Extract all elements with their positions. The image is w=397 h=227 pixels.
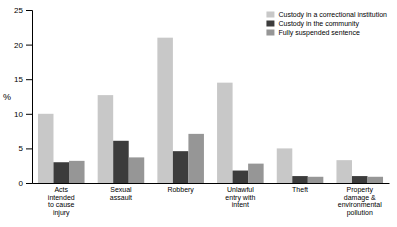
tick: 10 <box>14 110 32 119</box>
bar <box>336 160 352 183</box>
legend-swatch <box>266 30 274 36</box>
tick: Theft <box>292 186 308 193</box>
legend-item: Custody in the community <box>266 20 359 28</box>
axis-line <box>26 11 33 184</box>
bar <box>188 134 204 183</box>
plot: 0 5 10 15 20 25% Actsintendedto causeinjury Sex… <box>3 6 390 217</box>
tick-mark <box>26 10 32 11</box>
bar <box>129 157 145 183</box>
bar <box>173 151 189 183</box>
bars <box>38 38 383 183</box>
tick: 15 <box>14 75 32 84</box>
tick-label-line: Unlawful <box>227 186 254 193</box>
tick: 5 <box>19 144 32 153</box>
tick-label-line: Theft <box>292 186 308 193</box>
tick-mark <box>26 45 32 46</box>
legend: Custody in a correctional institutionCus… <box>266 11 387 37</box>
bar <box>98 95 114 183</box>
tick-label: 25 <box>14 6 23 15</box>
y-axis: 0 5 10 15 20 25 <box>14 6 32 188</box>
bar <box>277 148 293 183</box>
tick-label: Robbery <box>167 186 194 194</box>
tick-label-line: Sexual <box>110 186 132 193</box>
legend-item: Fully suspended sentence <box>266 29 359 37</box>
y-axis-label: % <box>3 92 11 102</box>
tick-label-line: intended <box>48 194 75 201</box>
bar <box>38 114 54 183</box>
bar <box>233 171 249 183</box>
tick: 25 <box>14 6 32 15</box>
tick-label-line: injury <box>53 209 70 217</box>
tick-label: 0 <box>19 179 24 188</box>
tick-label-line: to cause <box>48 201 75 208</box>
bar <box>113 141 129 183</box>
legend-item: Custody in a correctional institution <box>266 11 387 19</box>
tick-label: 5 <box>19 144 24 153</box>
bar <box>248 164 264 183</box>
legend-swatch <box>266 21 274 27</box>
legend-label: Custody in a correctional institution <box>278 11 387 19</box>
bar <box>308 177 324 183</box>
bar <box>69 161 85 183</box>
legend-swatch <box>266 12 274 18</box>
tick-label: Propertydamage &environmentalpollution <box>338 186 382 217</box>
tick: Robbery <box>167 186 194 194</box>
bar-series <box>69 134 383 183</box>
tick-mark <box>26 79 32 80</box>
tick-mark <box>26 114 32 115</box>
tick-label-line: environmental <box>338 201 382 208</box>
axis-line <box>33 183 390 184</box>
bar-series <box>53 141 367 183</box>
tick: 20 <box>14 41 32 50</box>
tick: Propertydamage &environmentalpollution <box>338 186 382 217</box>
bar <box>368 177 384 183</box>
tick: Sexualassault <box>110 186 132 201</box>
bar <box>352 176 368 183</box>
tick-mark <box>26 148 32 149</box>
tick: Actsintendedto causeinjury <box>48 186 75 217</box>
tick-label: 10 <box>14 110 23 119</box>
tick-label: 20 <box>14 41 23 50</box>
tick-label-line: Robbery <box>167 186 194 194</box>
tick-label: Sexualassault <box>110 186 132 201</box>
chart: 0 5 10 15 20 25% Actsintendedto causeinjury Sex… <box>0 0 397 227</box>
bar <box>292 176 308 183</box>
tick-label-line: pollution <box>347 209 373 217</box>
tick-label-line: Acts <box>54 186 68 193</box>
tick-label-line: intent <box>232 201 249 208</box>
legend-label: Custody in the community <box>278 20 359 28</box>
tick-mark <box>26 183 32 184</box>
tick-label: Unlawfulentry withintent <box>225 186 255 208</box>
tick-label: 15 <box>14 75 23 84</box>
tick: 0 <box>19 179 32 188</box>
tick-label-line: assault <box>110 194 132 201</box>
legend-label: Fully suspended sentence <box>278 29 359 37</box>
bar <box>217 83 233 183</box>
tick-label: Actsintendedto causeinjury <box>48 186 75 217</box>
bar <box>53 162 69 183</box>
bar <box>157 38 173 183</box>
tick: Unlawfulentry withintent <box>225 186 255 208</box>
tick-label: Theft <box>292 186 308 193</box>
x-axis: Actsintendedto causeinjury Sexualassault R… <box>33 184 390 218</box>
bar-series <box>38 38 352 183</box>
